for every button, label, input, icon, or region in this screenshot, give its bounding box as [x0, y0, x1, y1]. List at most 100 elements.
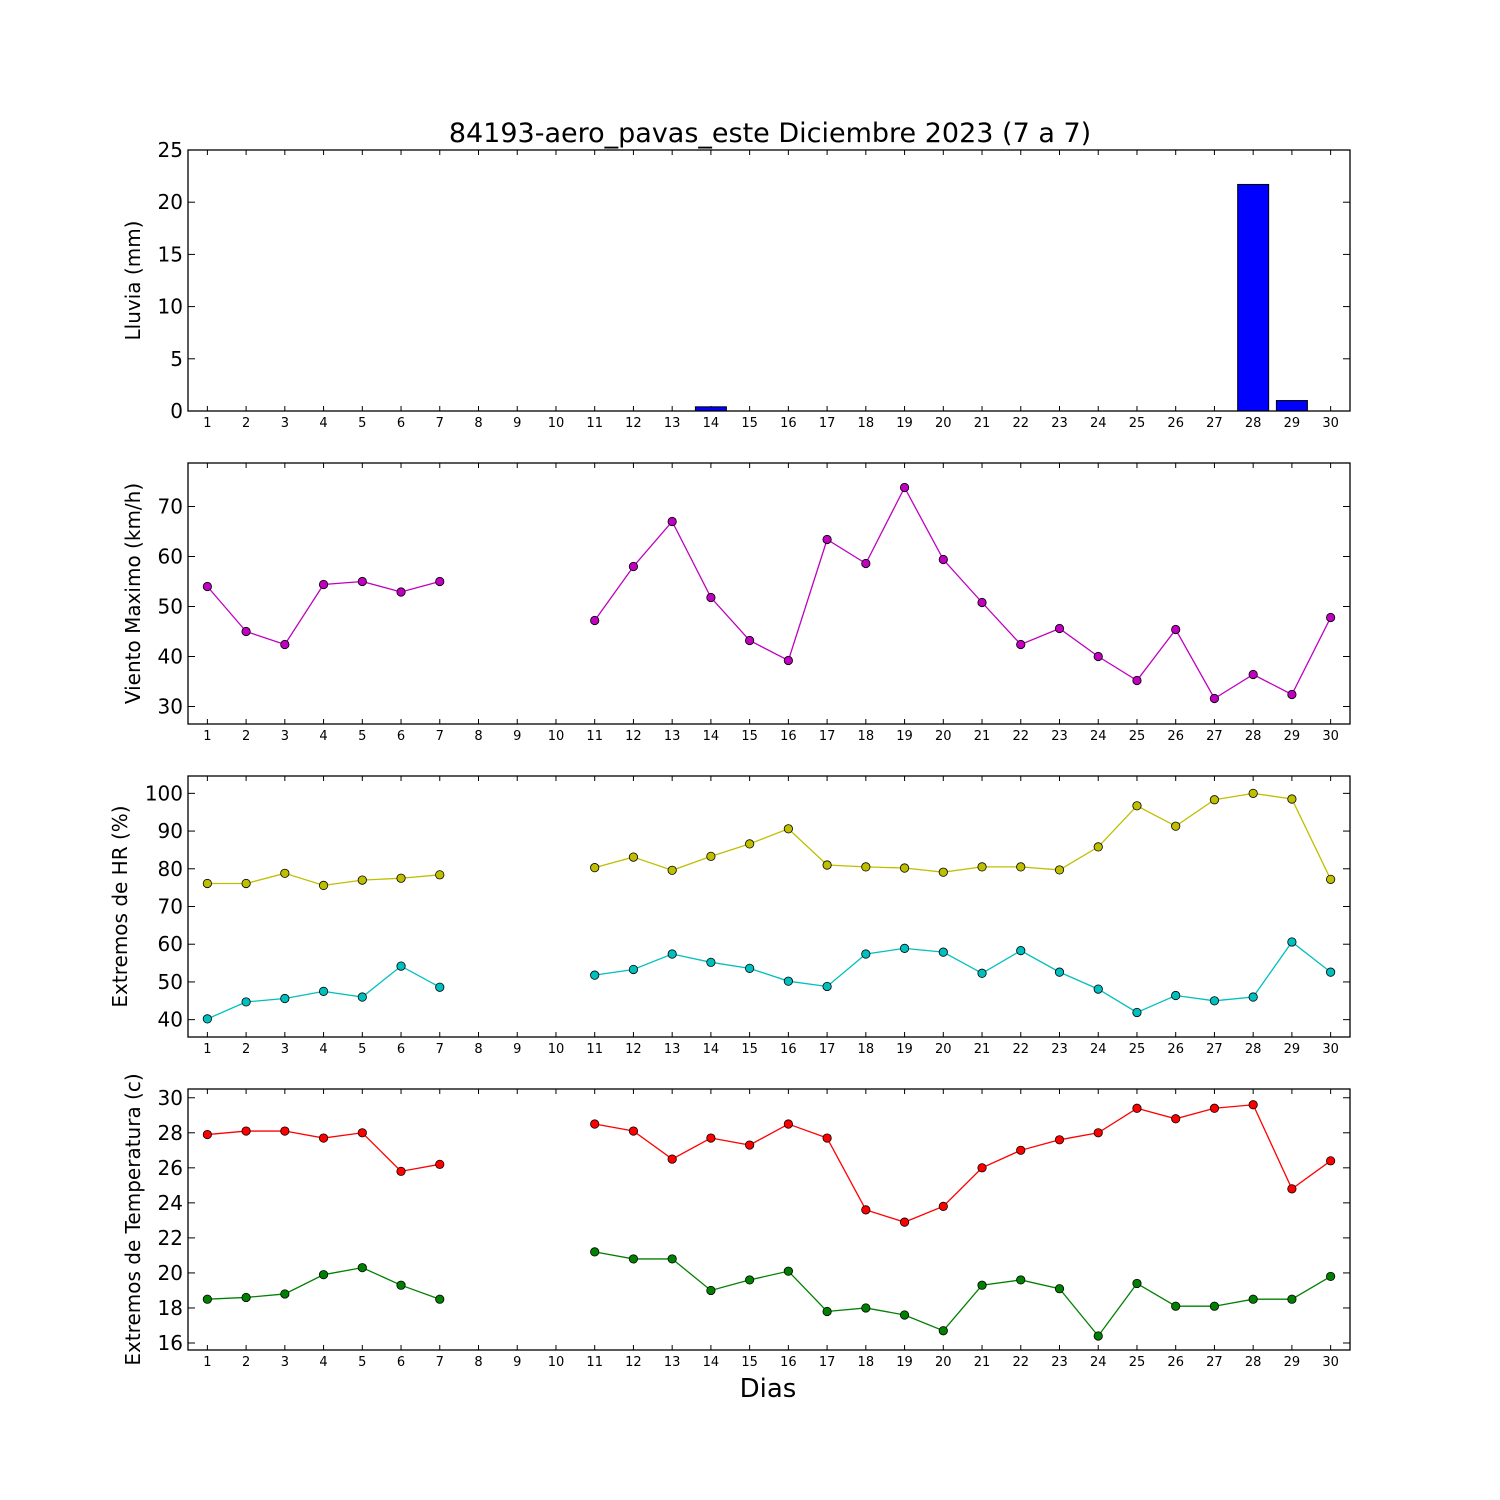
x-tick-label: 29: [1284, 416, 1301, 431]
x-tick-label: 2: [242, 1042, 250, 1057]
series-2-point-day-5: [357, 1263, 367, 1273]
y-tick-label: 70: [158, 895, 183, 919]
series-1-point-day-3: [280, 639, 290, 650]
x-tick-label: 15: [741, 729, 758, 744]
series-1-point-day-17: [822, 1133, 832, 1143]
series-2-point-day-29: [1287, 1294, 1297, 1304]
series-1-point-day-12: [628, 852, 639, 862]
x-tick-label: 3: [281, 1355, 289, 1370]
x-tick-label: 18: [858, 729, 875, 744]
x-tick-label: 14: [703, 416, 720, 431]
series-1-point-day-22: [1016, 1145, 1026, 1155]
series-1-point-day-2: [241, 878, 251, 889]
x-tick-label: 7: [436, 1355, 444, 1370]
series-1-point-day-17: [822, 534, 832, 545]
series-2-point-day-15: [745, 963, 755, 973]
y-tick-label: 20: [158, 190, 183, 214]
series-2-point-day-3: [280, 993, 290, 1004]
series-1-point-day-28: [1248, 1100, 1258, 1110]
x-tick-label: 7: [436, 1042, 444, 1057]
series-2-point-day-1: [202, 1014, 212, 1024]
x-tick-label: 19: [896, 416, 913, 431]
x-tick-label: 5: [358, 729, 366, 744]
x-tick-label: 5: [358, 416, 366, 431]
x-tick-label: 9: [513, 416, 521, 431]
x-tick-label: 13: [664, 729, 681, 744]
series-2-point-day-22: [1016, 946, 1026, 956]
y-axis-label: Extremos de HR (%): [108, 805, 132, 1007]
series-1-point-day-30: [1326, 1156, 1336, 1166]
x-tick-label: 14: [703, 1042, 720, 1057]
x-tick-label: 5: [358, 1042, 366, 1057]
x-tick-label: 26: [1167, 729, 1184, 744]
series-2-point-day-4: [318, 986, 329, 996]
x-tick-label: 8: [474, 729, 482, 744]
series-2-point-day-6: [396, 961, 406, 971]
x-tick-label: 16: [780, 729, 797, 744]
series-1-point-day-27: [1209, 693, 1220, 704]
y-tick-label: 50: [158, 970, 183, 994]
series-1-point-day-27: [1209, 795, 1220, 805]
series-2-point-day-23: [1054, 967, 1065, 977]
plot-frame: [187, 1088, 1351, 1351]
series-2-point-day-30: [1326, 967, 1336, 977]
x-tick-label: 23: [1051, 1355, 1068, 1370]
y-tick-label: 30: [158, 1086, 183, 1110]
y-tick-label: 40: [158, 645, 183, 669]
series-2-point-day-20: [938, 1326, 948, 1336]
series-1-point-day-20: [938, 554, 948, 565]
x-tick-label: 24: [1090, 1042, 1107, 1057]
x-axis-label: Dias: [740, 1374, 797, 1404]
y-tick-label: 26: [158, 1156, 183, 1180]
y-tick-label: 60: [158, 932, 183, 956]
series-1-point-day-4: [318, 880, 329, 890]
x-tick-label: 16: [780, 1042, 797, 1057]
x-tick-label: 30: [1322, 729, 1339, 744]
series-1-point-day-13: [667, 516, 677, 527]
series-2-point-day-27: [1209, 1301, 1220, 1311]
series-2-point-day-16: [783, 976, 793, 986]
x-tick-label: 18: [858, 416, 875, 431]
y-tick-label: 40: [158, 1008, 183, 1032]
series-1-point-day-20: [938, 1201, 948, 1211]
rain-bar-day-28: [1237, 183, 1270, 412]
x-tick-label: 27: [1206, 416, 1223, 431]
series-2-point-day-17: [822, 981, 832, 992]
x-tick-label: 9: [513, 729, 521, 744]
series-2-point-day-7: [435, 1294, 445, 1304]
x-tick-label: 25: [1129, 416, 1146, 431]
series-2-point-day-3: [280, 1289, 290, 1299]
y-axis-label: Extremos de Temperatura (c): [121, 1073, 145, 1365]
series-1-point-day-3: [280, 1126, 290, 1136]
series-1-point-day-2: [241, 1126, 251, 1136]
x-tick-label: 23: [1051, 416, 1068, 431]
y-tick-label: 24: [158, 1191, 183, 1215]
series-1-line: [594, 1104, 1332, 1223]
series-2-point-day-14: [706, 1285, 716, 1296]
plot-frame: [187, 149, 1351, 412]
y-tick-label: 70: [158, 495, 183, 519]
series-1-point-day-23: [1054, 865, 1065, 875]
x-tick-label: 24: [1090, 1355, 1107, 1370]
series-2-point-day-30: [1326, 1271, 1336, 1282]
y-tick-label: 28: [158, 1121, 183, 1145]
y-tick-label: 50: [158, 595, 183, 619]
series-1-point-day-22: [1016, 639, 1026, 650]
series-2-point-day-21: [977, 1280, 987, 1290]
series-1-point-day-19: [899, 863, 910, 873]
series-1-point-day-16: [783, 655, 793, 666]
series-1-point-day-21: [977, 597, 987, 608]
x-tick-label: 25: [1129, 729, 1146, 744]
series-1-point-day-18: [861, 1205, 871, 1215]
series-2-point-day-20: [938, 947, 948, 957]
x-tick-label: 18: [858, 1042, 875, 1057]
series-1-point-day-26: [1171, 624, 1181, 635]
series-2-point-day-18: [861, 949, 871, 959]
x-tick-label: 21: [974, 1042, 991, 1057]
series-1-point-day-1: [202, 1129, 212, 1140]
x-tick-label: 11: [586, 416, 603, 431]
x-tick-label: 6: [397, 416, 405, 431]
x-tick-label: 4: [319, 416, 327, 431]
series-1-point-day-25: [1132, 675, 1142, 686]
